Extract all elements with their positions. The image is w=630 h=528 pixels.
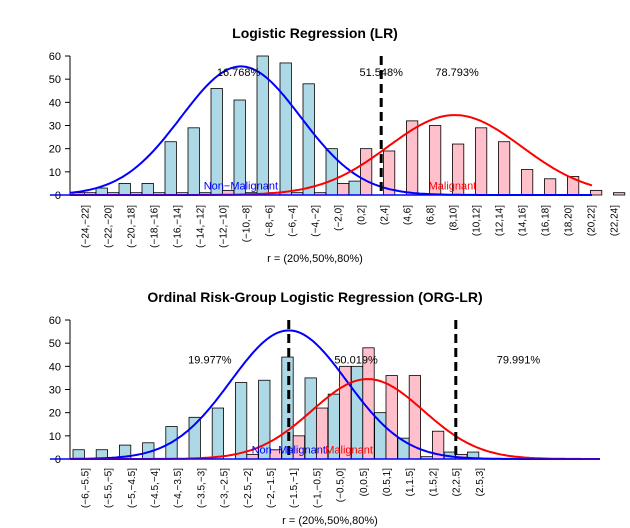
bar-non-malignant — [95, 187, 108, 196]
x-tick-label: (−6,−4] — [287, 205, 298, 237]
x-tick-label: (0,0.5] — [359, 468, 370, 497]
x-tick-label: (1,1.5] — [405, 468, 416, 497]
bar-non-malignant — [210, 88, 223, 196]
chart-title: Ordinal Risk-Group Logistic Regression (… — [147, 289, 482, 305]
bar-malignant — [359, 148, 373, 196]
percent-annotation: 79.991% — [497, 354, 541, 366]
chart-panel-lr: Logistic Regression (LR) r = (20%,50%,80… — [49, 25, 626, 265]
bar-malignant — [474, 127, 488, 196]
x-tick-label: (12,14] — [494, 205, 505, 236]
bar-non-malignant — [72, 449, 85, 460]
x-tick-label: (1.5,2] — [428, 468, 439, 497]
chart-panel-org-lr: Ordinal Risk-Group Logistic Regression (… — [49, 289, 600, 527]
percent-annotation: 78.793% — [435, 67, 479, 79]
bar-malignant — [336, 183, 350, 196]
x-tick-label: (20,22] — [586, 205, 597, 236]
series-label: Malignant — [429, 181, 477, 193]
x-tick-label: (16,18] — [540, 205, 551, 236]
x-tick-label: (8,10] — [448, 205, 459, 231]
y-tick-label: 10 — [49, 431, 61, 443]
y-tick-label: 20 — [49, 408, 61, 420]
bar-non-malignant — [234, 382, 248, 460]
x-tick-label: (−8,−6] — [264, 205, 275, 237]
x-axis-label: r = (20%,50%,80%) — [282, 515, 378, 527]
x-tick-label: (−24,−22] — [80, 205, 91, 248]
x-tick-label: (−0.5,0] — [336, 468, 347, 502]
x-tick-label: (−10,−8] — [241, 205, 252, 242]
bar-non-malignant — [141, 183, 154, 196]
percent-annotation: 50.019% — [334, 354, 378, 366]
x-tick-label: (−14,−12] — [195, 205, 206, 248]
x-tick-label: (2.5,3] — [475, 468, 486, 497]
x-tick-label: (−1.5,−1] — [289, 468, 300, 508]
x-tick-label: (−20,−18] — [126, 205, 137, 248]
bar-non-malignant — [279, 62, 292, 196]
x-tick-label: (−5,−4.5] — [127, 468, 138, 508]
x-tick-label: (14,16] — [517, 205, 528, 236]
x-tick-label: (18,20] — [563, 205, 574, 236]
bar-non-malignant — [164, 141, 177, 196]
bar-non-malignant — [348, 180, 361, 196]
x-tick-label: (0.5,1] — [382, 468, 393, 497]
series-label: Malignant — [325, 445, 373, 457]
bar-malignant — [521, 169, 534, 196]
x-tick-label: (−4,−3.5] — [173, 468, 184, 508]
y-tick-label: 30 — [49, 121, 61, 133]
y-tick-label: 10 — [49, 167, 61, 179]
x-tick-label: (0,2] — [356, 205, 367, 225]
x-tick-label: (−16,−14] — [172, 205, 183, 248]
y-tick-label: 50 — [49, 338, 61, 350]
bar-malignant — [613, 192, 626, 196]
bar-non-malignant — [211, 407, 224, 460]
y-tick-label: 30 — [49, 385, 61, 397]
x-tick-label: (−2,−1.5] — [266, 468, 277, 508]
x-tick-label: (2,4] — [379, 205, 390, 225]
x-tick-label: (−6,−5.5] — [80, 468, 91, 508]
y-tick-label: 40 — [49, 361, 61, 373]
chart-title: Logistic Regression (LR) — [232, 25, 398, 41]
x-tick-label: (22,24] — [609, 205, 620, 236]
bar-non-malignant — [374, 412, 387, 460]
x-tick-label: (−5.5,−5] — [104, 468, 115, 508]
series-label: Non−Malignant — [252, 445, 326, 457]
y-tick-label: 50 — [49, 74, 61, 86]
x-tick-label: (−2,0] — [333, 205, 344, 231]
y-tick-label: 40 — [49, 97, 61, 109]
bar-malignant — [590, 189, 603, 196]
x-tick-label: (−3.5,−3] — [196, 468, 207, 508]
bar-non-malignant — [302, 83, 315, 196]
bar-non-malignant — [187, 127, 200, 196]
x-tick-label: (2,2.5] — [452, 468, 463, 497]
x-tick-label: (−4,−2] — [310, 205, 321, 237]
y-tick-label: 60 — [49, 51, 61, 63]
x-tick-label: (−2.5,−2] — [243, 468, 254, 508]
x-axis-label: r = (20%,50%,80%) — [267, 253, 363, 265]
x-tick-label: (−4.5,−4] — [150, 468, 161, 508]
bar-non-malignant — [118, 183, 131, 196]
y-tick-label: 0 — [55, 190, 61, 202]
x-tick-label: (−12,−10] — [218, 205, 229, 248]
y-tick-label: 20 — [49, 144, 61, 156]
x-tick-label: (−22,−20] — [103, 205, 114, 248]
percent-annotation: 19.977% — [188, 354, 232, 366]
x-tick-label: (4,6] — [402, 205, 413, 225]
percent-annotation: 16.768% — [217, 67, 261, 79]
bar-malignant — [544, 178, 557, 196]
x-tick-label: (6,8] — [425, 205, 436, 225]
series-label: Non−Malignant — [204, 181, 278, 193]
x-tick-label: (−18,−16] — [149, 205, 160, 248]
y-tick-label: 60 — [49, 315, 61, 327]
x-tick-label: (−3,−2.5] — [220, 468, 231, 508]
x-tick-label: (10,12] — [471, 205, 482, 236]
bar-malignant — [497, 141, 511, 196]
x-tick-label: (−1,−0.5] — [312, 468, 323, 508]
y-tick-label: 0 — [55, 454, 61, 466]
percent-annotation: 51.548% — [359, 67, 403, 79]
